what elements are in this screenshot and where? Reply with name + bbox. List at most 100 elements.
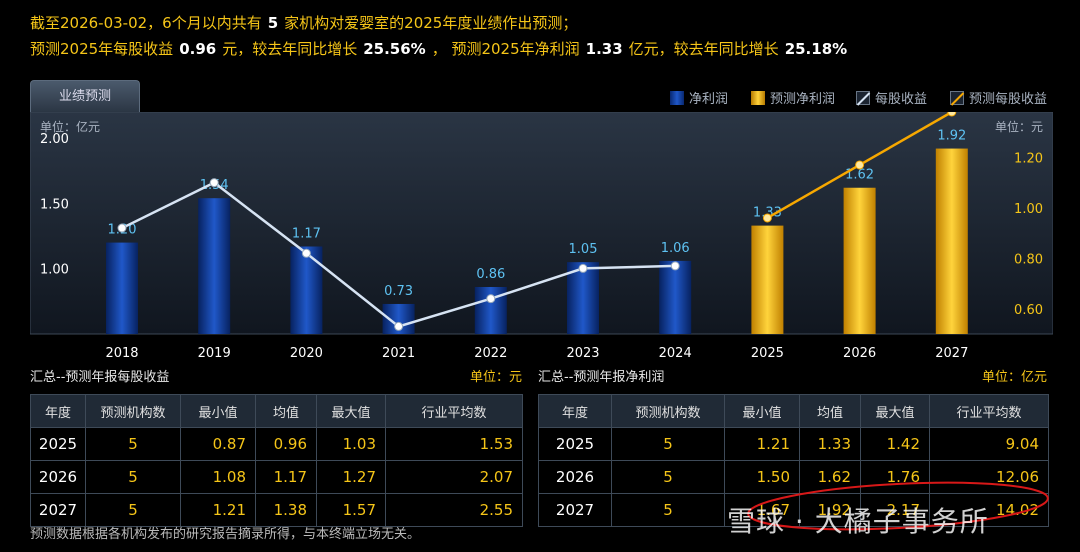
bar-value-label: 1.62 (845, 168, 874, 183)
cell: 5 (611, 460, 725, 494)
column-header: 均值 (799, 394, 861, 428)
line-point (486, 294, 496, 304)
cell: 5 (85, 493, 181, 527)
legend-net-profit[interactable]: 净利润 (670, 88, 728, 107)
line-point (578, 263, 588, 273)
np-table-unit: 单位：亿元 (982, 370, 1048, 385)
summary-line-2: 预测2025年每股收益 0.96 元，较去年同比增长 25.56% ， 预测2025年净… (30, 38, 853, 59)
bar-value-label: 1.05 (569, 242, 598, 257)
year-cell: 2025 (538, 427, 612, 461)
legend-forecast-eps[interactable]: 预测每股收益 (950, 88, 1047, 107)
table-row: 2025 5 0.87 0.96 1.03 1.53 (30, 427, 523, 461)
x-tick-label: 2027 (935, 346, 968, 361)
legend-forecast-net-profit[interactable]: 预测净利润 (751, 88, 835, 107)
legend-eps[interactable]: 每股收益 (856, 88, 927, 107)
bar-2024 (659, 260, 692, 334)
year-cell: 2027 (538, 493, 612, 527)
cell: 14.02 (929, 493, 1049, 527)
cell: 1.08 (180, 460, 256, 494)
column-header: 最大值 (860, 394, 930, 428)
column-header: 行业平均数 (385, 394, 523, 428)
column-header: 均值 (255, 394, 317, 428)
x-tick-label: 2018 (105, 346, 138, 361)
column-header: 行业平均数 (929, 394, 1049, 428)
bar-2026 (843, 187, 876, 334)
summary-line-1: 截至2026-03-02，6个月以内共有 5 家机构对爱婴室的2025年度业绩作出预… (30, 12, 577, 33)
cell: 5 (611, 427, 725, 461)
cell: 5 (85, 460, 181, 494)
bar-2027 (935, 148, 968, 334)
cell: 5 (85, 427, 181, 461)
bar-2020 (290, 246, 323, 334)
line-point (117, 223, 127, 233)
right-tick-label: 0.80 (1014, 252, 1043, 267)
line-point (394, 321, 404, 331)
cell: 1.21 (180, 493, 256, 527)
tab-performance-forecast[interactable]: 业绩预测 (30, 80, 140, 112)
x-tick-label: 2023 (566, 346, 599, 361)
summary-text: 亿元，较去年同比增长 (628, 40, 779, 58)
year-cell: 2026 (538, 460, 612, 494)
summary-text: 预测2025年每股收益 (30, 40, 174, 58)
x-tick-label: 2022 (474, 346, 507, 361)
bar-value-label: 0.86 (476, 267, 505, 282)
x-tick-label: 2026 (843, 346, 876, 361)
cell: 1.33 (799, 427, 861, 461)
year-cell: 2027 (30, 493, 86, 527)
cell: 1.50 (724, 460, 800, 494)
eps-forecast-value: 0.96 (179, 40, 217, 58)
x-tick-label: 2025 (751, 346, 784, 361)
right-tick-label: 1.20 (1014, 151, 1043, 166)
bar-value-label: 1.06 (661, 241, 690, 256)
cell: 0.96 (255, 427, 317, 461)
bar-value-label: 0.73 (384, 284, 413, 299)
right-tick-label: 0.60 (1014, 303, 1043, 318)
line-point (762, 213, 772, 223)
cell: 1.21 (724, 427, 800, 461)
column-header: 最大值 (316, 394, 386, 428)
x-tick-label: 2020 (290, 346, 323, 361)
net-profit-forecast-value: 1.33 (585, 40, 623, 58)
cell: 1.57 (316, 493, 386, 527)
eps-forecast-table: 年度 预测机构数 最小值 均值 最大值 行业平均数 2025 5 0.87 0.… (30, 394, 523, 527)
disclaimer: 预测数据根据各机构发布的研究报告摘录所得，与本终端立场无关。 (30, 527, 421, 542)
eps-table-title: 汇总--预测年报每股收益 (30, 370, 170, 385)
eps-growth-value: 25.56% (363, 40, 426, 58)
bar-value-label: 1.33 (753, 206, 782, 221)
column-header: 年度 (538, 394, 612, 428)
left-tick-label: 2.00 (40, 132, 69, 147)
cell: 0.87 (180, 427, 256, 461)
bar-2023 (567, 262, 599, 334)
watermark-logo: 雪球 · 大橘子事务所 (727, 505, 989, 538)
bar-2018 (106, 242, 138, 334)
cell: 2.17 (860, 493, 930, 527)
cell: 1.92 (799, 493, 861, 527)
left-axis-unit: 单位：亿元 (40, 120, 101, 134)
cell: 5 (611, 493, 725, 527)
bar-swatch-icon (751, 90, 765, 105)
cell: 12.06 (929, 460, 1049, 494)
summary-text: 截至2026-03-02，6个月以内共有 (30, 14, 262, 32)
summary-text: ， 预测2025年净利润 (431, 40, 580, 58)
table-row: 2026 5 1.50 1.62 1.76 12.06 (538, 460, 1049, 494)
bar-2019 (198, 198, 231, 334)
line-swatch-icon (856, 90, 870, 105)
line-point (855, 160, 865, 170)
plot-area (30, 112, 1053, 335)
bar-2025 (751, 225, 784, 334)
legend-label: 净利润 (689, 92, 729, 107)
bar-swatch-icon (670, 90, 684, 105)
left-tick-label: 1.50 (40, 197, 69, 212)
line-point (209, 178, 219, 188)
summary-text: 元，较去年同比增长 (222, 40, 358, 58)
line-point (670, 261, 680, 271)
right-axis-unit: 单位：元 (995, 120, 1044, 134)
x-tick-label: 2024 (659, 346, 692, 361)
column-header: 预测机构数 (85, 394, 181, 428)
cell: 1.76 (860, 460, 930, 494)
legend-label: 每股收益 (875, 92, 928, 107)
column-header: 年度 (30, 394, 86, 428)
line-point (301, 248, 311, 258)
np-table-title: 汇总--预测年报净利润 (538, 370, 665, 385)
cell: 1.27 (316, 460, 386, 494)
